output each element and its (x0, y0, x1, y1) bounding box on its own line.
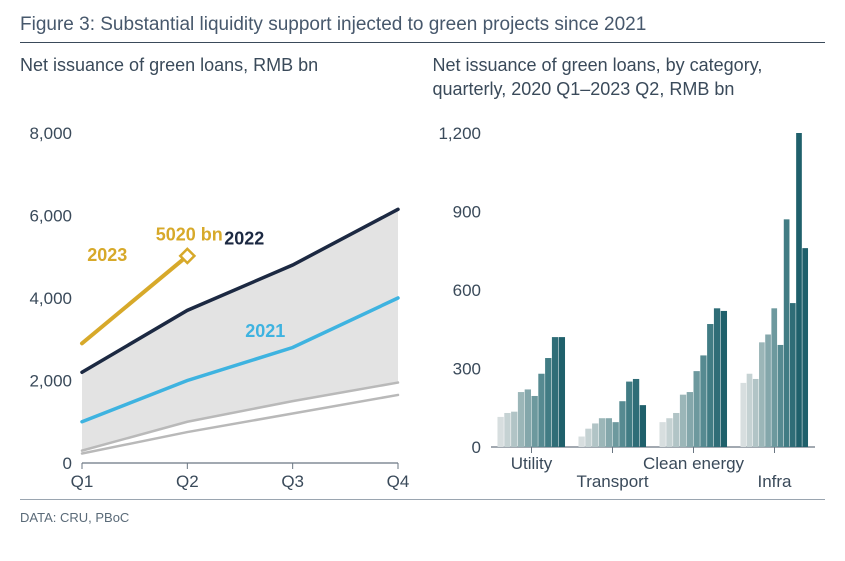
left-chart: 0 2,000 4,000 6,000 8,000 Q1 Q2 Q3 Q4 2021 2022 202… (20, 125, 413, 495)
svg-text:Q1: Q1 (71, 472, 94, 491)
group-label-utility: Utility (510, 454, 552, 473)
bar-clean-energy-5 (693, 371, 699, 447)
figure-title: Figure 3: Substantial liquidity support … (20, 14, 825, 43)
left-panel: Net issuance of green loans, RMB bn 0 2,0… (20, 53, 413, 495)
bar-clean-energy-7 (707, 324, 713, 447)
bar-clean-energy-8 (713, 308, 719, 447)
bar-infra-1 (746, 374, 752, 447)
right-chart: 0 300 600 900 1,200 Utility TransportClean ene… (433, 125, 826, 495)
bar-clean-energy-2 (673, 413, 679, 447)
bar-utility-5 (531, 396, 537, 447)
svg-text:900: 900 (452, 203, 480, 222)
svg-text:1,200: 1,200 (438, 125, 481, 143)
bar-transport-8 (632, 379, 638, 447)
svg-text:Q3: Q3 (281, 472, 304, 491)
group-label-transport: Transport (576, 472, 648, 491)
label-2022: 2022 (224, 228, 264, 248)
bar-utility-7 (545, 358, 551, 447)
bar-transport-6 (619, 401, 625, 447)
data-source: DATA: CRU, PBoC (20, 508, 825, 525)
bar-infra-10 (802, 248, 808, 447)
bar-utility-2 (511, 412, 517, 447)
bar-utility-4 (524, 389, 530, 447)
label-2023: 2023 (87, 245, 127, 265)
svg-text:0: 0 (63, 454, 72, 473)
bar-utility-8 (551, 337, 557, 447)
bar-infra-7 (783, 219, 789, 447)
left-subtitle: Net issuance of green loans, RMB bn (20, 53, 413, 105)
bar-utility-3 (517, 392, 523, 447)
bar-transport-7 (626, 382, 632, 447)
bar-clean-energy-4 (686, 392, 692, 447)
bar-transport-0 (578, 437, 584, 447)
bar-transport-9 (639, 405, 645, 447)
bar-transport-1 (585, 429, 591, 447)
bar-transport-4 (605, 418, 611, 447)
svg-text:600: 600 (452, 281, 480, 300)
svg-text:Q2: Q2 (176, 472, 199, 491)
bar-transport-2 (592, 423, 598, 447)
svg-text:300: 300 (452, 360, 480, 379)
bar-clean-energy-3 (679, 395, 685, 447)
bar-transport-3 (598, 418, 604, 447)
label-2021: 2021 (245, 321, 285, 341)
svg-text:0: 0 (471, 438, 480, 457)
charts-row: Net issuance of green loans, RMB bn 0 2,0… (20, 53, 825, 500)
bar-infra-3 (759, 342, 765, 447)
bar-utility-1 (504, 413, 510, 447)
right-subtitle: Net issuance of green loans, by category… (433, 53, 826, 105)
bar-infra-0 (740, 383, 746, 447)
svg-text:8,000: 8,000 (29, 125, 72, 143)
callout-2023: 5020 bn (156, 224, 223, 244)
bar-utility-0 (497, 417, 503, 447)
bar-clean-energy-1 (666, 418, 672, 447)
svg-text:4,000: 4,000 (29, 289, 72, 308)
bar-clean-energy-0 (659, 422, 665, 447)
bar-infra-8 (789, 303, 795, 447)
group-label-infra: Infra (757, 472, 792, 491)
bar-clean-energy-6 (700, 355, 706, 447)
bar-infra-4 (765, 334, 771, 447)
bar-infra-2 (752, 379, 758, 447)
svg-text:2,000: 2,000 (29, 372, 72, 391)
right-panel: Net issuance of green loans, by category… (433, 53, 826, 495)
svg-text:6,000: 6,000 (29, 207, 72, 226)
bar-utility-6 (538, 374, 544, 447)
bar-utility-9 (558, 337, 564, 447)
bar-transport-5 (612, 422, 618, 447)
bar-infra-6 (777, 345, 783, 447)
bar-infra-9 (796, 133, 802, 447)
group-label-clean-energy: Clean energy (642, 454, 744, 473)
bar-clean-energy-9 (720, 311, 726, 447)
bar-infra-5 (771, 308, 777, 447)
svg-text:Q4: Q4 (387, 472, 410, 491)
